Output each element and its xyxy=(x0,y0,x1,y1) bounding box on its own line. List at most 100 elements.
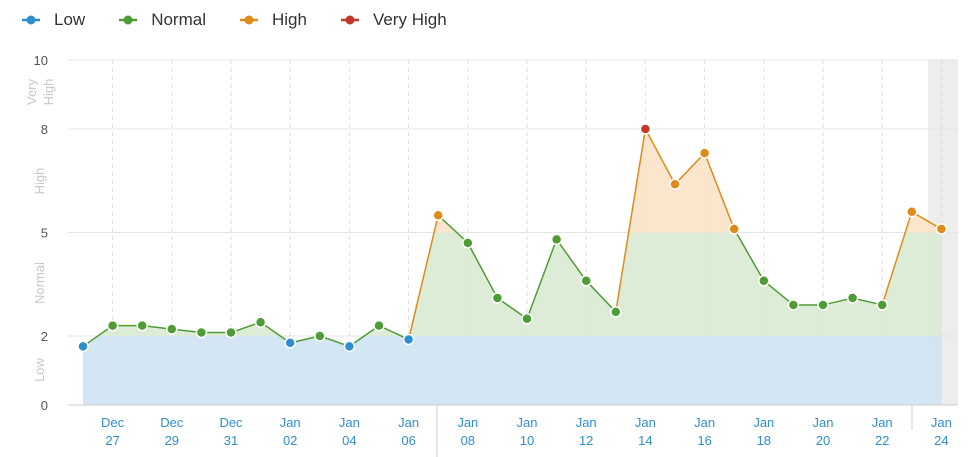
series-line-segment xyxy=(674,152,706,185)
x-tick-label-month: Jan xyxy=(635,415,656,430)
data-point xyxy=(284,337,296,349)
data-point xyxy=(610,306,622,318)
x-tick-label-day: 12 xyxy=(579,433,593,448)
x-tick-label-day: 20 xyxy=(816,433,830,448)
data-point xyxy=(136,319,148,332)
data-point xyxy=(195,326,208,339)
area-band-normal xyxy=(97,232,942,336)
x-tick-label-month: Jan xyxy=(576,415,597,430)
series-line-segment xyxy=(881,211,913,306)
legend-marker-icon xyxy=(340,15,359,25)
data-point xyxy=(906,206,918,218)
legend-marker-icon xyxy=(119,15,138,25)
data-point xyxy=(314,330,326,342)
y-tick-label: 8 xyxy=(41,122,48,137)
x-tick-label-month: Jan xyxy=(931,415,952,430)
series-line-segment xyxy=(260,321,291,344)
x-tick-label-month: Jan xyxy=(694,415,715,430)
data-point xyxy=(106,319,119,332)
legend-item-normal[interactable]: Normal xyxy=(119,10,206,30)
data-point xyxy=(432,209,444,221)
zone-label: Normal xyxy=(32,262,47,304)
y-tick-label: 2 xyxy=(41,329,48,344)
data-point xyxy=(876,299,888,311)
series-line-segment xyxy=(407,215,439,340)
series-line-segment xyxy=(526,239,558,320)
series-line-segment xyxy=(644,128,676,185)
legend-marker-icon xyxy=(239,15,258,25)
series-line-segment xyxy=(437,214,469,244)
data-point xyxy=(166,323,178,335)
data-point xyxy=(254,316,267,328)
data-point xyxy=(846,292,859,304)
x-tick-label-month: Jan xyxy=(339,415,360,430)
zone-label-group: Very High xyxy=(24,78,56,105)
x-tick-label-day: 04 xyxy=(342,433,356,448)
data-point xyxy=(935,223,948,235)
x-tick-label-month: Jan xyxy=(872,415,893,430)
data-point xyxy=(669,178,681,190)
data-point xyxy=(373,319,385,332)
y-tick-label: 0 xyxy=(41,398,48,413)
x-tick-label-month: Dec xyxy=(160,415,184,430)
x-tick-label-day: 22 xyxy=(875,433,889,448)
x-tick-label-day: 02 xyxy=(283,433,297,448)
data-point xyxy=(698,147,711,159)
zone-label-group: High xyxy=(32,168,47,195)
data-point xyxy=(550,233,563,246)
data-point xyxy=(639,123,652,135)
series-line-segment xyxy=(467,242,499,299)
series-line-segment xyxy=(615,128,647,312)
series-line-segment xyxy=(585,280,617,313)
series-line-segment xyxy=(348,325,380,347)
x-tick-label-day: 10 xyxy=(520,433,534,448)
legend-item-very-high[interactable]: Very High xyxy=(340,10,447,30)
series-line-segment xyxy=(555,238,587,282)
data-point xyxy=(225,326,237,339)
area-band-high xyxy=(434,129,942,233)
x-tick-label-month: Dec xyxy=(101,415,125,430)
x-tick-label-day: 31 xyxy=(224,433,238,448)
zone-label: High xyxy=(41,79,56,106)
zone-label: Very xyxy=(24,78,39,105)
series-line-segment xyxy=(733,228,765,282)
data-point xyxy=(728,223,740,235)
legend-marker-icon xyxy=(22,15,40,25)
zone-label-group: Normal xyxy=(32,262,47,304)
legend-item-low[interactable]: Low xyxy=(22,10,85,30)
data-point xyxy=(77,340,89,353)
x-tick-label-month: Jan xyxy=(813,415,834,430)
series-line-segment xyxy=(763,280,794,306)
data-point xyxy=(787,299,800,311)
data-point xyxy=(491,292,504,304)
legend: Low Normal High Very High xyxy=(22,10,481,30)
data-point xyxy=(580,275,592,287)
x-tick-label-month: Jan xyxy=(457,415,478,430)
y-tick-label: 5 xyxy=(41,226,48,241)
legend-label: Very High xyxy=(372,10,447,29)
data-point xyxy=(817,299,829,311)
data-point xyxy=(521,313,533,325)
legend-item-high[interactable]: High xyxy=(239,10,307,30)
legend-label: Normal xyxy=(151,10,206,29)
legend-label: High xyxy=(271,10,307,29)
zone-label: High xyxy=(32,168,47,195)
zone-label: Low xyxy=(32,357,47,381)
x-tick-label-month: Jan xyxy=(398,415,419,430)
x-tick-label-day: 16 xyxy=(697,433,711,448)
x-tick-label-day: 08 xyxy=(461,433,475,448)
data-point xyxy=(758,275,770,287)
x-tick-label-day: 06 xyxy=(401,433,415,448)
data-point xyxy=(402,333,415,346)
x-tick-label-month: Dec xyxy=(219,415,243,430)
zone-label-group: Low xyxy=(32,357,47,381)
x-tick-label-day: 27 xyxy=(105,433,119,448)
series-line-segment xyxy=(82,325,114,347)
x-tick-label-day: 24 xyxy=(934,433,948,448)
series-line-segment xyxy=(703,152,735,230)
y-tick-label: 10 xyxy=(34,53,48,68)
data-point xyxy=(462,237,474,249)
x-tick-label-month: Jan xyxy=(517,415,538,430)
